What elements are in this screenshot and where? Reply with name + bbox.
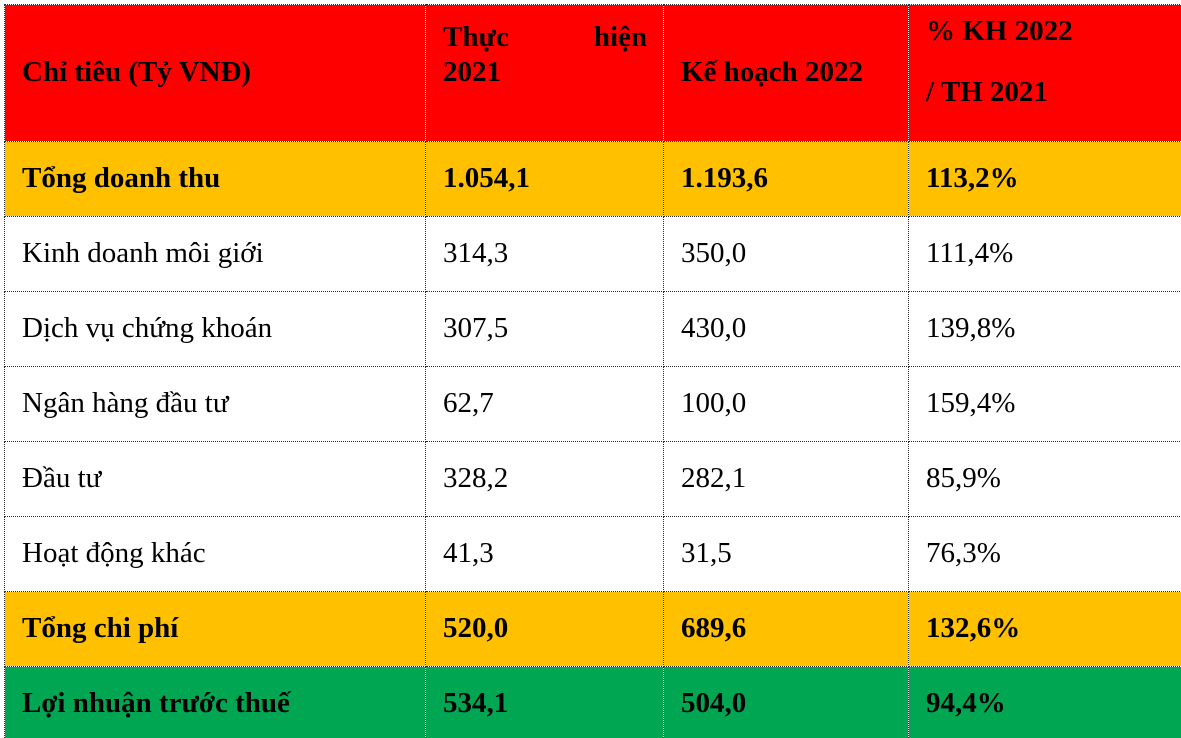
header-actual-line2: 2021 (443, 56, 501, 89)
actual-2021-cell: 520,0 (425, 591, 664, 667)
table-row-tong-chi-phi: Tổng chi phí 520,0 689,6 132,6% (4, 591, 1181, 667)
row-label-cell: Dịch vụ chứng khoán (4, 291, 426, 367)
pct-cell: 113,2% (908, 141, 1181, 217)
header-actual-word2: hiện (593, 21, 647, 53)
table-row-tong-doanh-thu: Tổng doanh thu 1.054,1 1.193,6 113,2% (4, 141, 1181, 217)
plan-2022-cell: 31,5 (663, 516, 909, 592)
plan-2022-cell: 1.193,6 (663, 141, 909, 217)
header-cell-actual-2021: Thực hiện 2021 (425, 4, 664, 142)
header-row: Chỉ tiêu (Tỷ VNĐ) Thực hiện 2021 Kế hoạc… (4, 4, 1181, 142)
row-label-cell: Lợi nhuận trước thuế (4, 666, 426, 738)
plan-2022-cell: 504,0 (663, 666, 909, 738)
header-cell-pct: % KH 2022 / TH 2021 (908, 4, 1181, 142)
pct-cell: 76,3% (908, 516, 1181, 592)
plan-2022-cell: 100,0 (663, 366, 909, 442)
actual-2021-cell: 62,7 (425, 366, 664, 442)
table-header: Chỉ tiêu (Tỷ VNĐ) Thực hiện 2021 Kế hoạc… (4, 4, 1181, 142)
header-pct-line2: / TH 2021 (926, 76, 1048, 109)
pct-cell: 139,8% (908, 291, 1181, 367)
plan-2022-cell: 430,0 (663, 291, 909, 367)
actual-2021-cell: 314,3 (425, 216, 664, 292)
pct-cell: 132,6% (908, 591, 1181, 667)
pct-cell: 111,4% (908, 216, 1181, 292)
table-row-dau-tu: Đầu tư 328,2 282,1 85,9% (4, 441, 1181, 517)
actual-2021-cell: 41,3 (425, 516, 664, 592)
table-row-dich-vu-chung-khoan: Dịch vụ chứng khoán 307,5 430,0 139,8% (4, 291, 1181, 367)
header-cell-plan-2022: Kế hoạch 2022 (663, 4, 909, 142)
row-label-cell: Đầu tư (4, 441, 426, 517)
header-cell-criteria: Chỉ tiêu (Tỷ VNĐ) (4, 4, 426, 142)
plan-2022-cell: 282,1 (663, 441, 909, 517)
header-actual-line1: Thực hiện (443, 21, 647, 54)
table-row-hoat-dong-khac: Hoạt động khác 41,3 31,5 76,3% (4, 516, 1181, 592)
table-row-ngan-hang-dau-tu: Ngân hàng đầu tư 62,7 100,0 159,4% (4, 366, 1181, 442)
plan-2022-cell: 689,6 (663, 591, 909, 667)
pct-cell: 85,9% (908, 441, 1181, 517)
actual-2021-cell: 1.054,1 (425, 141, 664, 217)
header-pct-line1: % KH 2022 (926, 15, 1073, 47)
actual-2021-cell: 307,5 (425, 291, 664, 367)
pct-cell: 94,4% (908, 666, 1181, 738)
row-label-cell: Tổng chi phí (4, 591, 426, 667)
actual-2021-cell: 328,2 (425, 441, 664, 517)
row-label-cell: Ngân hàng đầu tư (4, 366, 426, 442)
pct-cell: 159,4% (908, 366, 1181, 442)
row-label-cell: Tổng doanh thu (4, 141, 426, 217)
actual-2021-cell: 534,1 (425, 666, 664, 738)
row-label-cell: Kinh doanh môi giới (4, 216, 426, 292)
financial-plan-table: Chỉ tiêu (Tỷ VNĐ) Thực hiện 2021 Kế hoạc… (4, 4, 1181, 738)
plan-2022-cell: 350,0 (663, 216, 909, 292)
table-row-kinh-doanh-moi-gioi: Kinh doanh môi giới 314,3 350,0 111,4% (4, 216, 1181, 292)
table-body: Tổng doanh thu 1.054,1 1.193,6 113,2% Ki… (4, 141, 1181, 738)
header-actual-word1: Thực (443, 21, 509, 53)
table-row-loi-nhuan-truoc-thue: Lợi nhuận trước thuế 534,1 504,0 94,4% (4, 666, 1181, 738)
row-label-cell: Hoạt động khác (4, 516, 426, 592)
